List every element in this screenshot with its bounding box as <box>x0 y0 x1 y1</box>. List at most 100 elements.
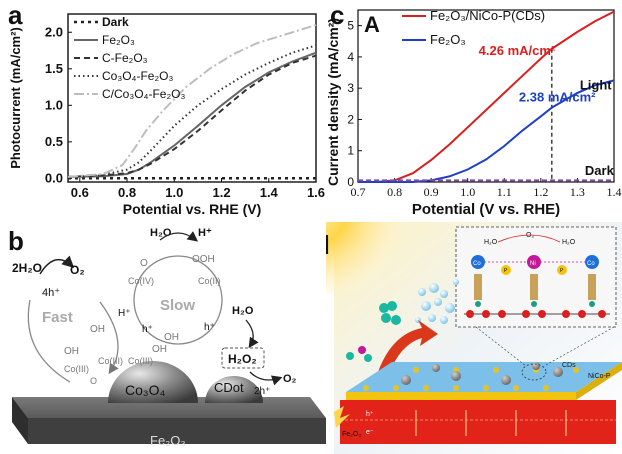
h2o-right: H₂O <box>232 305 254 317</box>
y-tick-label: 2 <box>347 112 354 126</box>
h-left: h⁺ <box>142 324 153 335</box>
series-line-2 <box>67 54 317 178</box>
panel-b-label: b <box>8 226 24 256</box>
x-tick-label: 1.1 <box>497 185 512 199</box>
inset-fe-atoms <box>475 301 595 307</box>
inset-p-1-label: P <box>504 268 508 274</box>
panel-c: c 0.7 0.8 0.9 1.0 1.1 1.2 1.3 1.4 0 1 2 3 4 5 Potentia… <box>326 0 622 222</box>
inset-co-1 <box>471 255 485 269</box>
x-tick-label: 1.4 <box>607 185 622 199</box>
h-plus-2: 2h⁺ <box>254 386 270 397</box>
water-molecules <box>346 301 401 362</box>
surface-atoms <box>363 367 579 391</box>
y-tick-label: 1.0 <box>45 97 63 112</box>
co-iii-3: Co(III) <box>128 356 153 366</box>
cds-particles <box>401 362 563 385</box>
oh-1: OH <box>90 324 105 335</box>
inset-p-2 <box>557 265 567 275</box>
x-axis-label: Potential vs. RHE (V) <box>123 201 261 217</box>
inset-co-2-label: Co <box>587 261 595 267</box>
inset-p-2-label: P <box>560 268 564 274</box>
ooh: OOH <box>192 254 215 265</box>
nico-p-layer <box>346 362 622 400</box>
legend-label-1: Fe₂O₃ <box>102 33 135 47</box>
inset-ni <box>527 255 541 269</box>
inset-o2: O₂ <box>526 232 534 239</box>
cds-label: CDs <box>562 362 576 369</box>
h-plus-top: H⁺ <box>198 227 212 239</box>
cdot-particle <box>205 376 263 403</box>
mechanism-diagram: Fe₂O₃ Co₃O₄ CDot 2H₂O O₂ 4h⁺ Fast OH OH … <box>12 227 326 448</box>
h2o2: H₂O₂ <box>228 352 257 366</box>
slow-top-arrow <box>159 231 199 242</box>
fast-arrow <box>39 255 75 275</box>
co3o4-particle <box>108 361 198 403</box>
x-axis-label: Potential (V vs. RHE) <box>412 201 560 218</box>
y-tick-label: 0.5 <box>45 134 63 149</box>
cdot-label: CDot <box>214 380 244 395</box>
y-tick-label: 5 <box>347 19 354 33</box>
x-tick-label: 0.6 <box>71 185 89 200</box>
legend-label-0: Fe₂O₃/NiCo-P(CDs) <box>430 8 545 23</box>
panel-d: d O <box>326 222 622 454</box>
o2-left: O₂ <box>70 263 85 277</box>
inner-label-A: A <box>364 12 380 37</box>
chart-c: 0.7 0.8 0.9 1.0 1.1 1.2 1.3 1.4 0 1 2 3 4 5 Potential … <box>326 8 622 218</box>
co-iii-2: Co(III) <box>64 364 89 374</box>
x-tick-label: 0.7 <box>351 185 366 199</box>
co-iv: Co(IV) <box>128 276 154 286</box>
h-plus-left: H⁺ <box>118 308 131 319</box>
oh-3: OH <box>164 332 179 343</box>
slow-cycle <box>133 255 223 345</box>
o-bridge: O <box>90 376 97 386</box>
fast-cycle-arc <box>27 299 118 383</box>
x-tick-label: 1.2 <box>212 185 230 200</box>
oh-2: OH <box>64 346 79 357</box>
y-tick-label: 0.0 <box>45 170 63 185</box>
x-tick-label: 0.8 <box>118 185 136 200</box>
schematic-illustration: O₂ H₂O H₂O Co P Ni P Co <box>326 222 622 454</box>
co-iii-1: Co(III) <box>98 356 123 366</box>
x-tick-label: 1.2 <box>533 185 548 199</box>
y-tick-label: 4 <box>347 50 354 64</box>
x-tick-label: 1.0 <box>460 185 475 199</box>
y-tick-label: 1.5 <box>45 61 63 76</box>
y-tick-label: 3 <box>347 81 354 95</box>
annotation-dark: Dark <box>585 163 615 178</box>
panel-b: b Fe₂O₃ Co₃O₄ <box>0 222 326 454</box>
sun-icon <box>326 222 396 294</box>
panel-a: a 0.6 0.8 1.0 1.2 1.4 1.6 0.0 0.5 1.0 1.5 2.0 Poten… <box>0 0 326 222</box>
nico-p-label: NiCo-P <box>588 373 611 380</box>
chart-a: 0.6 0.8 1.0 1.2 1.4 1.6 0.0 0.5 1.0 1.5 2.0 Potenti… <box>8 13 325 217</box>
h-plus-4: 4h⁺ <box>42 287 60 299</box>
h2o2-box <box>221 347 265 369</box>
series-line-0 <box>358 10 615 183</box>
panel-d-label: d <box>326 232 330 258</box>
annotation-red-value: 4.26 mA/cm² <box>479 43 556 58</box>
h2o-to-h2o2-arrow <box>245 319 259 349</box>
legend-label-1: Fe₂O₃ <box>430 32 466 47</box>
e-minus-carrier: e⁻ <box>366 429 374 436</box>
x-tick-label: 1.0 <box>165 185 183 200</box>
fast-label: Fast <box>42 309 73 326</box>
fe2o3-substrate-label: Fe₂O₃ <box>342 431 361 438</box>
y-axis-label: Current density (mA/cm²) <box>326 18 341 186</box>
h2o2-decompose-arrow <box>249 371 283 386</box>
legend-label-0: Dark <box>102 15 129 29</box>
o2-right: O₂ <box>283 373 297 385</box>
x-tick-label: 1.6 <box>307 185 325 200</box>
water-left: 2H₂O <box>12 261 42 275</box>
legend-label-4: C/Co₃O₄-Fe₂O₃ <box>102 87 185 101</box>
inset-o-atoms <box>466 310 606 318</box>
inset-h2o-1: H₂O <box>484 239 498 246</box>
series-line-4 <box>67 24 317 178</box>
y-tick-label: 1 <box>347 144 354 158</box>
carrier-markers: h⁺ e⁻ <box>366 410 567 436</box>
oh-4: OH <box>152 344 167 355</box>
x-tick-label: 0.9 <box>424 185 439 199</box>
x-tick-label: 0.8 <box>387 185 402 199</box>
chart-c-frame <box>357 9 615 183</box>
series-line-3 <box>67 44 317 178</box>
x-tick-label: 1.4 <box>260 185 279 200</box>
h2o-top: H₂O <box>150 227 172 239</box>
